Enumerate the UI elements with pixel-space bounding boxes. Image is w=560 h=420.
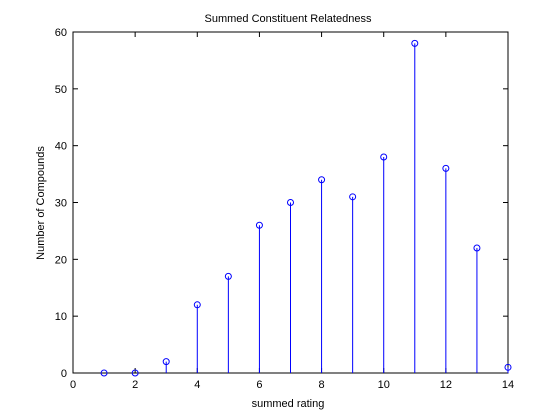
y-tick-label: 40 <box>55 141 67 153</box>
x-tick-label: 4 <box>194 379 200 391</box>
x-tick-label: 6 <box>256 379 262 391</box>
y-tick-label: 20 <box>55 254 67 266</box>
x-tick-label: 2 <box>132 379 138 391</box>
y-tick-label: 30 <box>55 198 67 210</box>
x-tick-label: 10 <box>378 379 390 391</box>
y-axis-label: Number of Compounds <box>35 146 47 260</box>
x-tick-label: 12 <box>440 379 452 391</box>
x-tick-label: 8 <box>319 379 325 391</box>
y-tick-label: 10 <box>55 311 67 323</box>
x-tick-label: 14 <box>502 379 514 391</box>
y-tick-label: 50 <box>55 84 67 96</box>
x-tick-label: 0 <box>70 379 76 391</box>
y-tick-label: 0 <box>61 368 67 380</box>
x-axis-label: summed rating <box>252 398 325 410</box>
chart-title: Summed Constituent Relatedness <box>205 13 372 25</box>
y-tick-label: 60 <box>55 27 67 39</box>
